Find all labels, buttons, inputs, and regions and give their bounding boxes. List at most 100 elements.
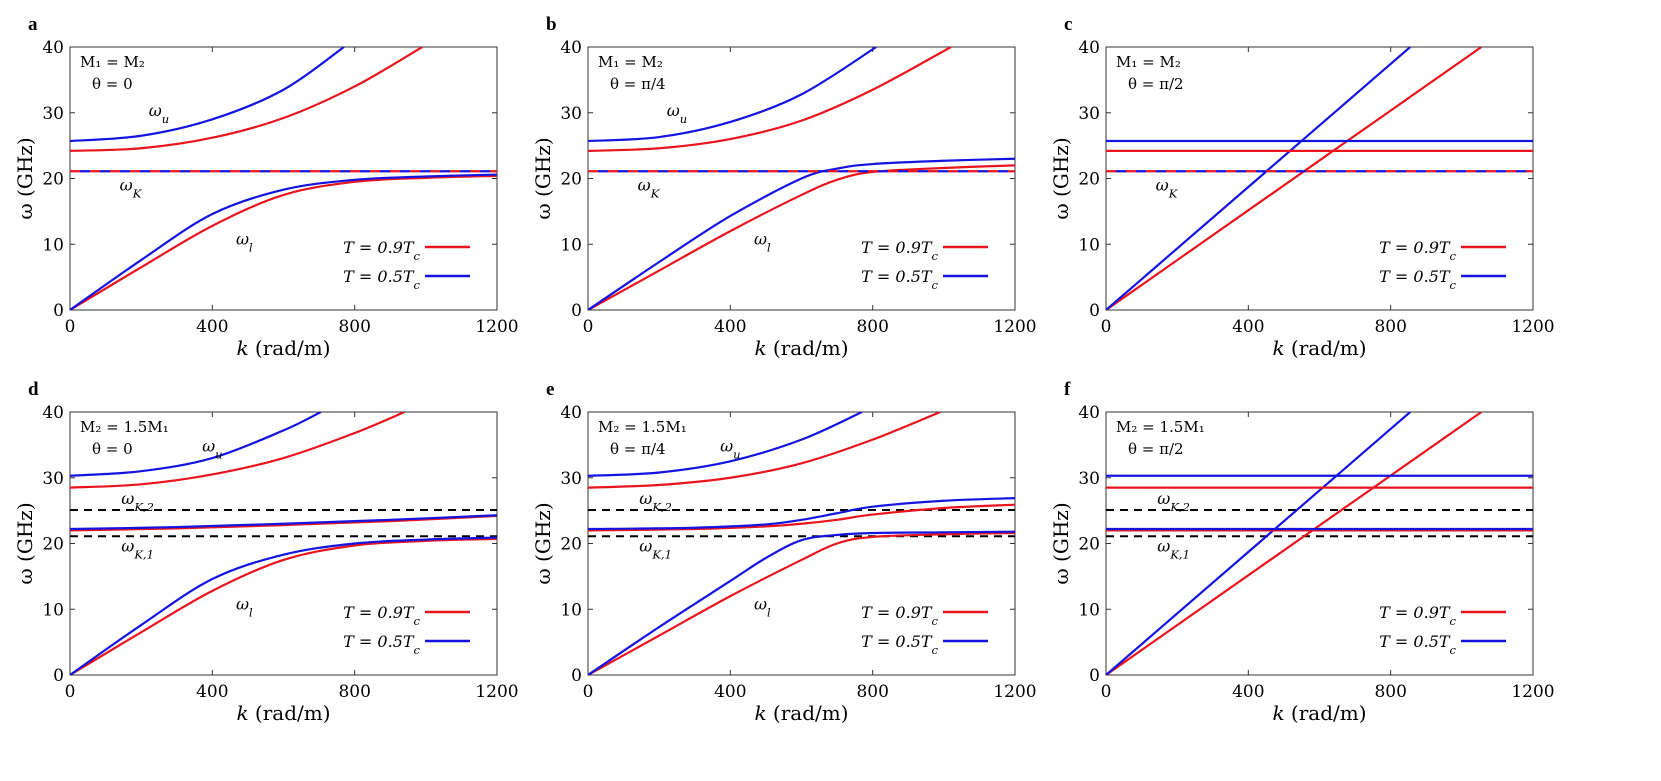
x-tick-label: 400 — [196, 317, 228, 337]
series-line — [588, 47, 952, 152]
y-tick-label: 30 — [560, 104, 582, 124]
panel-e: e 0 400 800 1200 0 10 20 30 40 k (rad/m) ω (GHz) M₂ … — [531, 379, 1037, 725]
legend-label: T = 0.9Tc — [343, 603, 420, 628]
curve-label: ωK — [638, 175, 661, 200]
y-tick-label: 10 — [42, 600, 64, 620]
y-axis-label: ω (GHz) — [1049, 502, 1073, 584]
x-tick-label: 0 — [583, 317, 594, 337]
panel-label: e — [546, 379, 554, 400]
condition-text: M₂ = 1.5M₁ — [80, 418, 169, 436]
series-line — [70, 536, 497, 675]
y-tick-label: 20 — [560, 170, 582, 190]
condition-text: M₁ = M₂ — [1116, 53, 1181, 71]
condition-text: M₂ = 1.5M₁ — [1116, 418, 1205, 436]
x-tick-label: 400 — [196, 682, 228, 702]
condition-text: θ = π/4 — [610, 75, 666, 93]
series-line — [70, 412, 322, 477]
x-tick-label: 800 — [1374, 317, 1406, 337]
y-tick-label: 0 — [1089, 666, 1100, 686]
series-line — [1106, 412, 1411, 675]
y-axis-label: ω (GHz) — [1049, 137, 1073, 219]
y-tick-label: 20 — [1078, 170, 1100, 190]
y-tick-label: 0 — [53, 666, 64, 686]
y-tick-label: 0 — [571, 301, 582, 321]
condition-text: M₁ = M₂ — [598, 53, 663, 71]
condition-text: θ = π/2 — [1128, 440, 1184, 458]
condition-text: M₁ = M₂ — [80, 53, 145, 71]
y-tick-label: 10 — [560, 235, 582, 255]
legend-label: T = 0.5Tc — [343, 632, 420, 657]
series-line — [588, 47, 877, 143]
curve-label: ωK,1 — [639, 536, 672, 561]
series-line — [70, 173, 497, 310]
legend-label: T = 0.5Tc — [861, 632, 938, 657]
x-tick-label: 400 — [1232, 317, 1264, 337]
legend-label: T = 0.5Tc — [1379, 632, 1456, 657]
series-line — [1106, 47, 1411, 310]
series-line — [1106, 47, 1483, 310]
panel-label: c — [1064, 14, 1072, 35]
y-tick-label: 0 — [53, 301, 64, 321]
series-line — [588, 412, 863, 477]
y-tick-label: 30 — [1078, 104, 1100, 124]
x-tick-label: 800 — [1374, 682, 1406, 702]
y-tick-label: 0 — [1089, 301, 1100, 321]
y-tick-label: 10 — [1078, 600, 1100, 620]
curve-label: ωl — [754, 594, 771, 619]
series-line — [588, 497, 1015, 531]
y-tick-label: 40 — [560, 403, 582, 423]
legend-label: T = 0.5Tc — [343, 267, 420, 292]
y-tick-label: 20 — [42, 535, 64, 555]
series-line — [70, 514, 497, 531]
panel-label: b — [546, 14, 557, 35]
y-axis-label: ω (GHz) — [13, 502, 37, 584]
x-tick-label: 1200 — [1511, 317, 1554, 337]
x-tick-label: 0 — [65, 682, 76, 702]
curve-label: ωK,2 — [1157, 489, 1190, 514]
curve-label: ωu — [667, 101, 687, 126]
curve-label: ωl — [236, 594, 253, 619]
x-tick-label: 400 — [714, 317, 746, 337]
y-tick-label: 10 — [560, 600, 582, 620]
curve-label: ωK — [120, 175, 143, 200]
series-line — [70, 174, 497, 310]
y-axis-label: ω (GHz) — [13, 137, 37, 219]
curve-label: ωu — [202, 436, 222, 461]
x-axis-label: k (rad/m) — [1272, 701, 1366, 725]
y-tick-label: 40 — [1078, 403, 1100, 423]
x-axis-label: k (rad/m) — [754, 701, 848, 725]
y-tick-label: 0 — [571, 666, 582, 686]
curve-label: ωK,1 — [1157, 536, 1190, 561]
series-line — [588, 503, 1015, 532]
y-tick-label: 30 — [560, 469, 582, 489]
curve-label: ωl — [754, 229, 771, 254]
y-tick-label: 20 — [560, 535, 582, 555]
x-axis-label: k (rad/m) — [236, 701, 330, 725]
legend-label: T = 0.9Tc — [1379, 603, 1456, 628]
y-tick-label: 30 — [42, 104, 64, 124]
series-line — [70, 412, 405, 489]
x-axis-label: k (rad/m) — [1272, 336, 1366, 360]
panel-f: f 0 400 800 1200 0 10 20 30 40 k (rad/m) ω (GHz) M₂ … — [1049, 379, 1555, 725]
x-tick-label: 800 — [856, 682, 888, 702]
y-tick-label: 30 — [1078, 469, 1100, 489]
legend-label: T = 0.9Tc — [1379, 238, 1456, 263]
legend-label: T = 0.9Tc — [343, 238, 420, 263]
panel-c: c 0 400 800 1200 0 10 20 30 40 k (rad/m) ω (GHz) M₁ … — [1049, 14, 1555, 360]
x-tick-label: 400 — [1232, 682, 1264, 702]
x-tick-label: 800 — [338, 317, 370, 337]
series-line — [70, 47, 345, 143]
x-tick-label: 800 — [856, 317, 888, 337]
curve-label: ωK — [1156, 175, 1179, 200]
series-line — [588, 531, 1015, 675]
series-line — [70, 537, 497, 675]
series-line — [70, 47, 423, 152]
panel-label: f — [1064, 379, 1071, 400]
y-tick-label: 40 — [1078, 38, 1100, 58]
y-tick-label: 40 — [560, 38, 582, 58]
x-axis-label: k (rad/m) — [754, 336, 848, 360]
panel-b: b 0 400 800 1200 0 10 20 30 40 k (rad/m) ω (GHz) M₁ … — [531, 14, 1037, 360]
x-tick-label: 1200 — [1511, 682, 1554, 702]
y-tick-label: 20 — [1078, 535, 1100, 555]
